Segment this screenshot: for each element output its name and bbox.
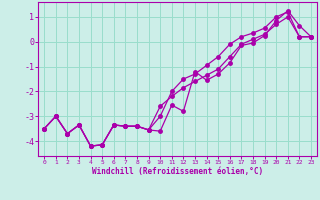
X-axis label: Windchill (Refroidissement éolien,°C): Windchill (Refroidissement éolien,°C) <box>92 167 263 176</box>
